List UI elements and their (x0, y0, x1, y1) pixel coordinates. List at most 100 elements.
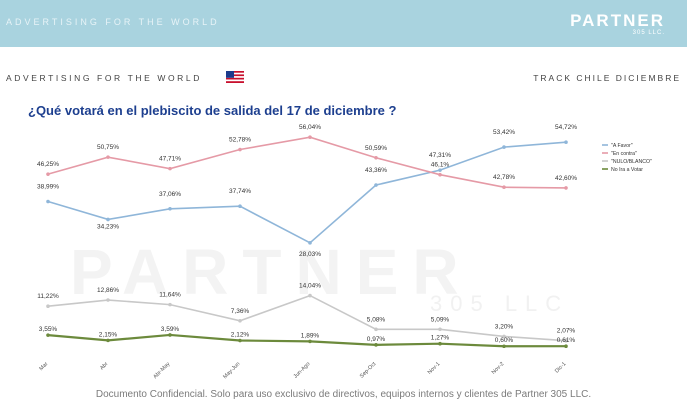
legend-entry: "En contra" (611, 151, 637, 157)
data-label: 50,75% (97, 144, 119, 151)
data-label: 1,27% (431, 335, 450, 342)
partner-logo: PARTNER 305 LLC. (570, 12, 665, 37)
data-label: 43,36% (365, 167, 387, 174)
data-point (564, 344, 568, 349)
x-tick-label: May-Jun (222, 361, 241, 380)
data-label: 47,71% (159, 156, 181, 163)
data-label: 11,64% (159, 292, 181, 299)
data-point (238, 204, 242, 209)
banner-tagline: ADVERTISING FOR THE WORLD (6, 17, 220, 27)
data-point (502, 334, 506, 339)
data-label: 7,36% (231, 308, 250, 315)
data-point (374, 327, 378, 332)
data-point (106, 338, 110, 343)
data-label: 52,78% (229, 137, 251, 144)
data-label: 2,07% (557, 328, 576, 335)
data-point (374, 183, 378, 187)
data-point (502, 344, 506, 349)
x-tick-label: Sep-Oct (359, 361, 378, 380)
track-label: TRACK CHILE DICIEMBRE (533, 73, 681, 83)
data-label: 2,15% (99, 331, 118, 338)
data-label: 3,59% (161, 326, 180, 333)
data-point (438, 327, 442, 332)
data-point (238, 147, 242, 152)
x-tick-label: Jun-Ago (293, 361, 312, 380)
data-label: 46,1% (431, 162, 450, 169)
data-label: 5,09% (431, 316, 450, 323)
data-point (308, 293, 312, 298)
data-label: 46,25% (37, 161, 59, 168)
us-flag-icon (226, 71, 244, 83)
watermark-sub: 305 LLC (430, 291, 570, 316)
sub-header: ADVERTISING FOR THE WORLD TRACK CHILE DI… (0, 70, 687, 90)
data-point (374, 343, 378, 347)
data-point (46, 333, 50, 337)
data-label: 0,60% (495, 337, 514, 344)
data-label: 3,20% (495, 323, 514, 330)
data-label: 47,31% (429, 152, 451, 159)
data-label: 14,04% (299, 283, 321, 290)
data-point (502, 185, 506, 190)
data-point (374, 155, 378, 160)
data-point (438, 341, 442, 346)
data-point (168, 166, 172, 171)
data-label: 56,04% (299, 124, 321, 131)
data-label: 37,06% (159, 191, 181, 198)
data-point (438, 168, 442, 172)
x-tick-label: Nov-1 (427, 361, 442, 376)
logo-sub: 305 LLC. (632, 30, 665, 36)
data-point (238, 318, 242, 323)
data-label: 12,86% (97, 287, 119, 294)
data-point (168, 333, 172, 337)
data-point (46, 304, 50, 309)
data-point (238, 338, 242, 343)
data-point (46, 199, 50, 204)
series-line-1 (47, 136, 567, 189)
data-point (168, 206, 172, 211)
data-point (502, 145, 506, 149)
data-label: 1,89% (301, 332, 320, 339)
x-tick-label: Dic-1 (554, 361, 567, 374)
x-tick-label: Abr (99, 361, 109, 371)
data-label: 42,60% (555, 175, 577, 182)
data-point (46, 172, 50, 176)
data-point (438, 172, 442, 177)
chart-title: ¿Qué votará en el plebiscito de salida d… (28, 103, 397, 118)
data-label: 3,55% (39, 326, 58, 333)
data-point (308, 135, 312, 140)
data-point (308, 339, 312, 344)
data-point (168, 302, 172, 307)
legend-entry: "A Favor" (611, 143, 633, 149)
data-point (564, 140, 568, 145)
data-label: 0,61% (557, 337, 576, 344)
x-tick-label: Nov-2 (491, 361, 506, 376)
data-label: 53,42% (493, 129, 515, 136)
x-tick-label: Mar (38, 361, 49, 372)
data-label: 2,12% (231, 332, 250, 339)
data-point (106, 155, 110, 159)
watermark-brand: PARTNER (70, 236, 473, 308)
data-label: 54,72% (555, 124, 577, 131)
sub-header-tagline: ADVERTISING FOR THE WORLD (6, 73, 202, 83)
data-label: 11,22% (37, 293, 59, 300)
data-point (564, 338, 568, 343)
data-label: 34,23% (97, 223, 119, 230)
legend-entry: No Ira a Votar (611, 167, 643, 173)
data-point (106, 298, 110, 302)
data-label: 37,74% (229, 188, 251, 195)
data-point (564, 186, 568, 190)
data-label: 28,03% (299, 251, 321, 258)
data-label: 5,08% (367, 316, 386, 323)
top-banner: ADVERTISING FOR THE WORLD PARTNER 305 LL… (0, 0, 687, 47)
legend-entry: "NULO/BLANCO" (611, 159, 652, 165)
logo-brand: PARTNER (570, 11, 665, 30)
x-tick-label: Abr-May (152, 361, 171, 380)
data-label: 0,97% (367, 336, 386, 343)
data-point (106, 217, 110, 222)
series-line-0 (47, 141, 567, 244)
data-label: 38,99% (37, 184, 59, 191)
data-point (308, 241, 312, 245)
data-label: 42,78% (493, 174, 515, 181)
footer-disclaimer: Documento Confidencial. Solo para uso ex… (95, 389, 592, 400)
